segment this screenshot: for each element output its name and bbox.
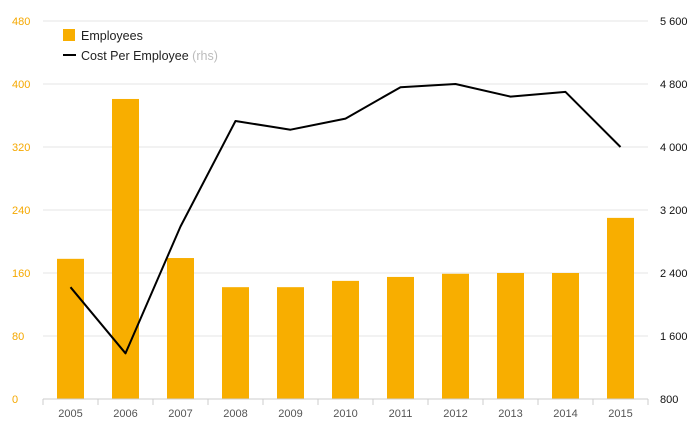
employees-bar (167, 258, 194, 399)
legend-swatch-employees (63, 29, 75, 41)
employees-bar (332, 280, 359, 399)
x-tick-label: 2007 (168, 408, 192, 420)
employees-bar (112, 98, 139, 400)
y-right-tick-label: 2 400 (660, 268, 688, 280)
y-left-tick-label: 0 (12, 394, 18, 406)
y-right-tick-label: 3 200 (660, 205, 688, 217)
x-tick-label: 2012 (443, 408, 467, 420)
x-tick-label: 2009 (278, 408, 302, 420)
legend: Employees Cost Per Employee (rhs) (63, 29, 218, 63)
y-left-tick-label: 480 (12, 16, 30, 28)
legend-rhs-note: (rhs) (192, 49, 218, 63)
employees-bar (387, 276, 414, 399)
y-right-tick-label: 1 600 (660, 331, 688, 343)
x-tick-label: 2008 (223, 408, 247, 420)
y-left-tick-label: 240 (12, 205, 30, 217)
axes: 0 80 160 240 320 400 480 800 1 600 2 400 3 200 4 00… (12, 16, 688, 420)
gridlines (43, 20, 648, 337)
x-tick-label: 2015 (608, 408, 632, 420)
employees-bar (222, 287, 249, 399)
y-right-tick-label: 5 600 (660, 16, 688, 28)
x-tick-label: 2010 (333, 408, 357, 420)
y-right-tick-label: 4 000 (660, 142, 688, 154)
y-left-tick-label: 400 (12, 79, 30, 91)
legend-label-employees: Employees (81, 29, 143, 43)
employees-bar (442, 273, 469, 399)
y-left-tick-label: 80 (12, 331, 24, 343)
y-left-tick-label: 320 (12, 142, 30, 154)
y-left-tick-label: 160 (12, 268, 30, 280)
employees-bar (277, 287, 304, 399)
x-tick-label: 2011 (389, 408, 413, 420)
y-right-tick-label: 800 (660, 394, 678, 406)
x-tick-label: 2013 (498, 408, 522, 420)
employees-bar (607, 217, 634, 399)
employees-bars (57, 98, 634, 400)
legend-label-cost-per-employee: Cost Per Employee (rhs) (81, 49, 218, 63)
employees-bar (57, 258, 84, 399)
x-tick-label: 2014 (553, 408, 577, 420)
x-tick-label: 2005 (58, 408, 82, 420)
employees-bar (552, 273, 579, 399)
cost-per-employee-line-group (69, 83, 622, 355)
employees-bar (497, 273, 524, 399)
x-tick-label: 2006 (113, 408, 137, 420)
cost-per-employee-line (69, 83, 622, 355)
y-right-tick-label: 4 800 (660, 79, 688, 91)
